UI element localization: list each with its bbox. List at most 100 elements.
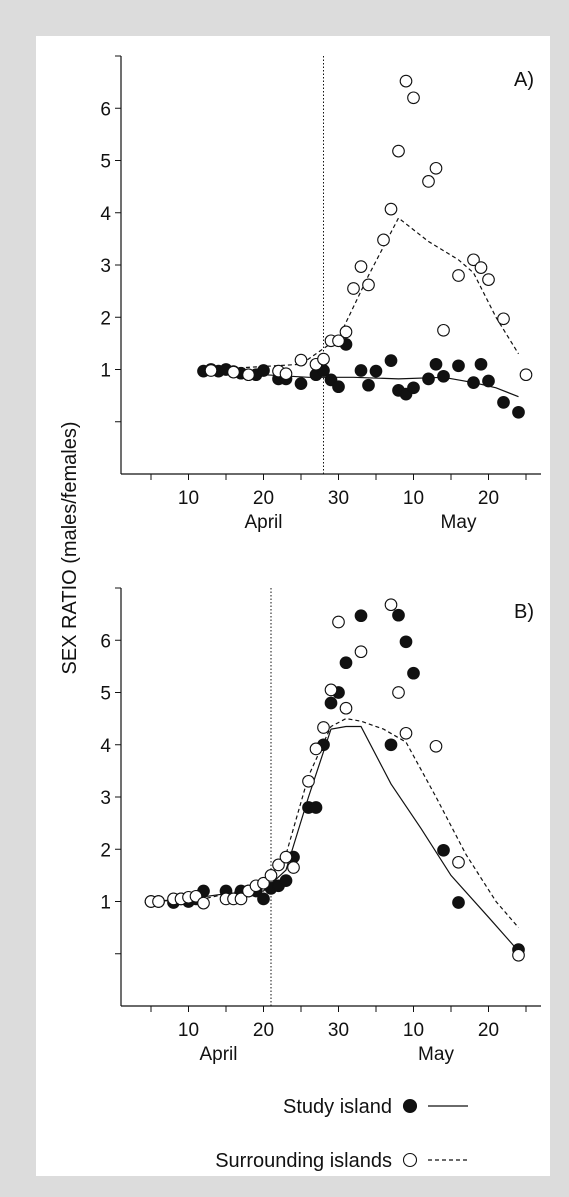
panel-label: A) — [514, 69, 534, 91]
x-tick-label: 30 — [328, 488, 349, 509]
month-label: April — [244, 512, 282, 533]
study-island-point — [362, 378, 375, 392]
y-tick-label: 5 — [100, 152, 111, 173]
surrounding-islands-point — [347, 282, 360, 295]
chart-panel-a: 1 2 3 4 5 6 10 20 30 10 20 April May A) — [100, 55, 541, 533]
chart-panel-b: 1 2 3 4 5 6 10 20 30 10 20 April May B) — [100, 587, 541, 1065]
legend-marker-study-island — [402, 1098, 418, 1114]
surrounding-islands-point — [519, 368, 533, 382]
surrounding-islands-point — [474, 261, 488, 274]
x-tick-label: 20 — [478, 1020, 499, 1041]
figure-panel: 1 2 3 4 5 6 10 20 30 10 20 April May A) 1 2 3 4 5 6 10 20 30 10… — [36, 36, 550, 1176]
y-tick-label: 6 — [100, 99, 111, 120]
study-island-point — [384, 738, 398, 752]
study-island-point — [309, 801, 323, 814]
study-island-point — [354, 364, 368, 377]
surrounding-islands-point — [339, 701, 353, 715]
month-label: May — [418, 1044, 454, 1065]
y-tick-label: 1 — [100, 361, 111, 382]
x-tick-label: 10 — [178, 488, 199, 509]
study-island-point — [279, 874, 293, 887]
surrounding-islands-point — [452, 855, 465, 869]
study-island-point — [407, 381, 420, 395]
surrounding-islands-point — [272, 858, 285, 872]
study-island-point — [392, 608, 405, 622]
study-island-point — [294, 377, 308, 390]
study-island-point — [257, 364, 270, 377]
study-island-trend-line — [150, 725, 519, 952]
panel-label: B) — [514, 601, 534, 623]
surrounding-islands-point — [467, 253, 480, 267]
study-island-point — [512, 405, 525, 419]
surrounding-islands-point — [197, 896, 210, 910]
study-island-point — [332, 380, 345, 394]
month-label: April — [199, 1044, 237, 1065]
surrounding-islands-point — [392, 144, 405, 158]
x-tick-label: 30 — [328, 1020, 349, 1041]
study-island-point — [437, 369, 450, 383]
surrounding-islands-point — [497, 312, 510, 326]
study-island-point — [452, 896, 465, 909]
surrounding-islands-point — [429, 161, 443, 175]
surrounding-islands-point — [354, 645, 368, 659]
surrounding-islands-point — [452, 269, 465, 282]
x-tick-label: 20 — [478, 488, 499, 509]
surrounding-islands-point — [354, 260, 368, 273]
study-island-point — [437, 843, 450, 857]
x-tick-label: 20 — [253, 1020, 274, 1041]
surrounding-islands-point — [429, 739, 443, 753]
surrounding-islands-point — [264, 869, 278, 882]
chart-svg: 1 2 3 4 5 6 10 20 30 10 20 April May A) 1 2 3 4 5 6 10 20 30 10… — [59, 55, 541, 1172]
y-tick-label: 4 — [100, 204, 111, 225]
study-island-point — [369, 364, 383, 378]
study-island-point — [407, 666, 420, 680]
study-island-point — [429, 357, 443, 371]
surrounding-islands-point — [204, 364, 218, 377]
y-axis-title: SEX RATIO (males/females) — [59, 421, 81, 674]
study-island-point — [257, 892, 270, 906]
x-tick-label: 10 — [178, 1020, 199, 1041]
surrounding-islands-point — [377, 233, 390, 247]
study-island-point — [467, 376, 480, 389]
surrounding-islands-point — [287, 861, 300, 874]
study-island-point — [497, 396, 510, 409]
surrounding-islands-point — [399, 74, 413, 88]
study-island-point — [354, 609, 368, 623]
surrounding-islands-point — [384, 598, 398, 612]
x-tick-label: 10 — [403, 1020, 424, 1041]
y-tick-label: 3 — [100, 788, 111, 809]
surrounding-islands-point — [512, 948, 525, 962]
x-tick-label: 10 — [403, 488, 424, 509]
y-tick-label: 2 — [100, 308, 111, 329]
surrounding-islands-point — [407, 91, 420, 105]
surrounding-islands-point — [339, 325, 353, 339]
surrounding-islands-point — [279, 850, 293, 864]
legend: Study island Surrounding islands — [215, 1096, 468, 1172]
surrounding-islands-point — [317, 721, 330, 734]
y-tick-label: 2 — [100, 840, 111, 861]
surrounding-islands-point — [437, 323, 450, 337]
legend-marker-surrounding-islands — [402, 1152, 418, 1168]
surrounding-islands-point — [302, 774, 315, 788]
surrounding-islands-point — [332, 615, 345, 629]
study-island-point — [422, 372, 435, 386]
study-island-point — [384, 354, 398, 367]
x-tick-label: 20 — [253, 488, 274, 509]
surrounding-islands-point — [152, 895, 165, 908]
y-tick-label: 3 — [100, 256, 111, 277]
surrounding-islands-point — [294, 353, 308, 367]
y-tick-label: 6 — [100, 631, 111, 652]
surrounding-islands-point — [227, 365, 240, 379]
y-tick-label: 4 — [100, 736, 111, 757]
surrounding-islands-point — [317, 352, 330, 366]
study-island-point — [452, 359, 465, 373]
legend-label-surrounding-islands: Surrounding islands — [215, 1150, 392, 1172]
surrounding-islands-point — [279, 367, 293, 381]
surrounding-islands-point — [234, 892, 248, 906]
month-label: May — [441, 512, 477, 533]
study-island-point — [339, 656, 353, 670]
surrounding-islands-point — [309, 742, 323, 756]
surrounding-islands-point — [399, 726, 413, 740]
surrounding-islands-point — [362, 278, 375, 292]
surrounding-islands-point — [324, 683, 338, 697]
